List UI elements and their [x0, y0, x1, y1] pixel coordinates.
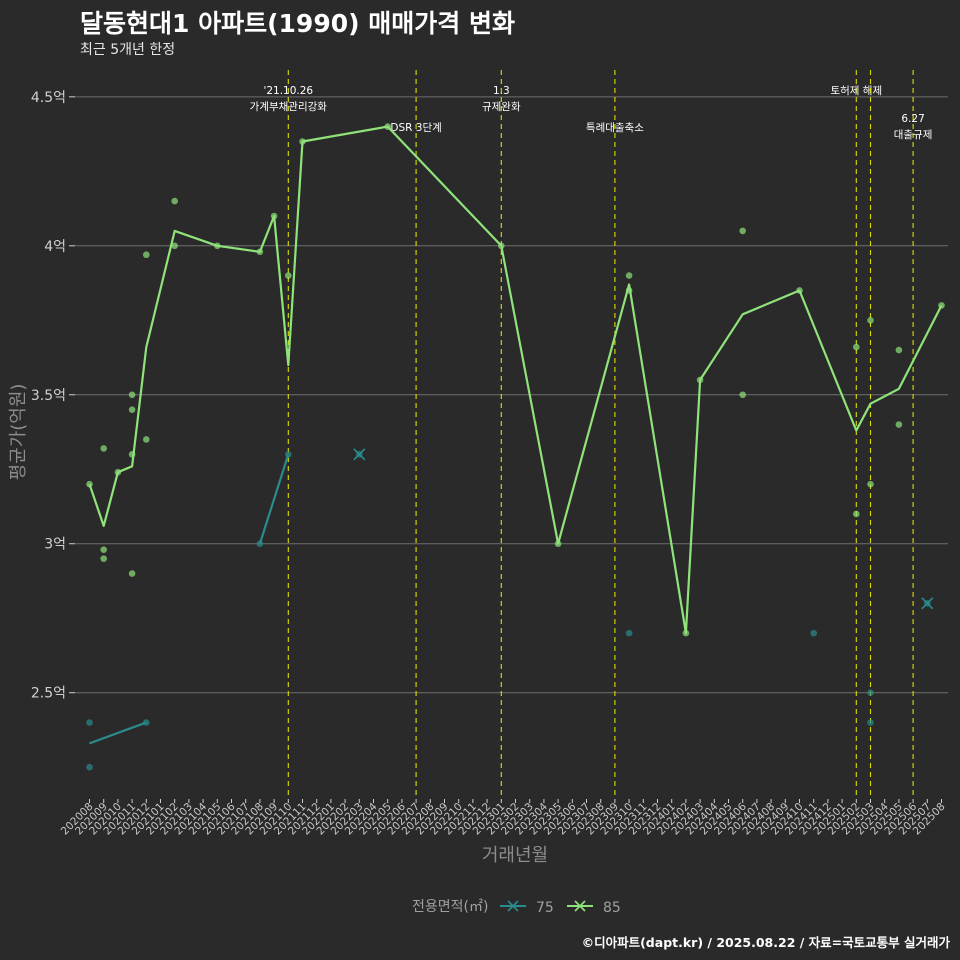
- y-tick-label: 4억: [44, 239, 66, 255]
- grid-layer: [75, 96, 948, 694]
- event-label: 가계부채관리강화: [250, 101, 328, 113]
- data-point-85: [384, 123, 392, 130]
- data-point-75: [867, 719, 874, 726]
- y-tick-label: 2.5억: [31, 686, 66, 702]
- data-point-75: [256, 540, 264, 548]
- data-point-75: [285, 451, 292, 458]
- data-point-75: [143, 719, 150, 726]
- data-point-85: [895, 421, 903, 428]
- data-point-85: [128, 406, 136, 413]
- data-point-85: [143, 436, 150, 443]
- series-line-75: [258, 454, 290, 545]
- data-point-85: [867, 316, 874, 324]
- data-point-85: [171, 197, 178, 205]
- y-tick-label: 4.5억: [31, 90, 66, 106]
- legend-key-85: [567, 900, 593, 912]
- data-point-85: [853, 343, 860, 351]
- source-caption: ©디아파트(dapt.kr) / 2025.08.22 / 자료=국토교통부 실…: [581, 935, 950, 950]
- data-point-85: [100, 546, 107, 554]
- series-line-85: [88, 125, 943, 635]
- data-point-85: [739, 391, 746, 399]
- data-point-85: [214, 242, 221, 250]
- data-point-85: [143, 251, 150, 259]
- event-label: 대출규제: [894, 129, 933, 141]
- data-point-85: [86, 480, 93, 488]
- data-point-75: [867, 689, 874, 697]
- data-point-85: [554, 540, 562, 548]
- event-label: 특례대출축소: [586, 122, 644, 134]
- legend-label-85: 85: [603, 900, 621, 916]
- y-tick-label: 3.5억: [31, 388, 66, 404]
- data-point-85: [739, 227, 746, 235]
- axis-layer: 거래년월 평균가(억원) 2.5억3억3.5억4억4.5억20200820200…: [8, 90, 948, 866]
- chart-title: 달동현대1 아파트(1990) 매매가격 변화: [80, 9, 515, 38]
- data-point-85: [853, 510, 860, 518]
- cross-marker-stroke: [353, 448, 366, 461]
- y-tick-label: 3억: [44, 537, 66, 553]
- legend-title: 전용면적(㎡): [412, 899, 488, 915]
- data-point-85: [171, 242, 178, 250]
- data-point-85: [100, 555, 107, 562]
- legend-cross: [574, 900, 586, 912]
- data-point-85: [625, 272, 633, 279]
- data-point-85: [299, 138, 306, 145]
- data-point-75: [86, 719, 93, 726]
- data-point-85: [128, 570, 136, 577]
- data-point-85: [498, 242, 505, 250]
- data-point-75: [625, 629, 633, 637]
- data-point-85: [270, 212, 278, 220]
- data-point-85: [128, 391, 136, 399]
- data-point-85: [625, 287, 633, 294]
- legend-cross: [507, 900, 519, 912]
- data-point-85: [895, 346, 903, 354]
- event-label: 토허제 해제: [830, 84, 882, 97]
- event-label: 규제완화: [482, 100, 521, 113]
- data-point-75: [86, 763, 93, 771]
- data-point-85: [114, 468, 122, 476]
- legend-label-75: 75: [536, 900, 554, 916]
- event-label: '21.10.26: [263, 85, 313, 97]
- line-layer: [88, 125, 943, 745]
- point-layer: [86, 123, 945, 771]
- chart-subtitle: 최근 5개년 한정: [80, 42, 176, 58]
- data-point-85: [867, 480, 874, 488]
- event-label: DSR 3단계: [390, 122, 441, 134]
- x-axis-title: 거래년월: [482, 845, 548, 866]
- data-point-85: [696, 376, 704, 384]
- legend: 전용면적(㎡) 75 85: [412, 899, 621, 916]
- data-point-85: [938, 302, 945, 309]
- event-label: 6.27: [901, 113, 924, 125]
- legend-key-75: [500, 900, 526, 912]
- data-point-85: [100, 445, 107, 452]
- cross-marker-75: [353, 448, 366, 461]
- cross-marker-stroke: [921, 597, 934, 610]
- data-point-85: [285, 272, 292, 279]
- data-point-85: [256, 248, 264, 256]
- cross-marker-75: [921, 597, 934, 610]
- data-point-85: [796, 287, 803, 294]
- data-point-85: [128, 451, 136, 458]
- event-label: 1.3: [493, 85, 510, 97]
- data-point-75: [810, 629, 817, 637]
- y-axis-title: 평균가(억원): [8, 384, 29, 481]
- data-point-85: [682, 629, 690, 637]
- series-line-75: [89, 721, 147, 745]
